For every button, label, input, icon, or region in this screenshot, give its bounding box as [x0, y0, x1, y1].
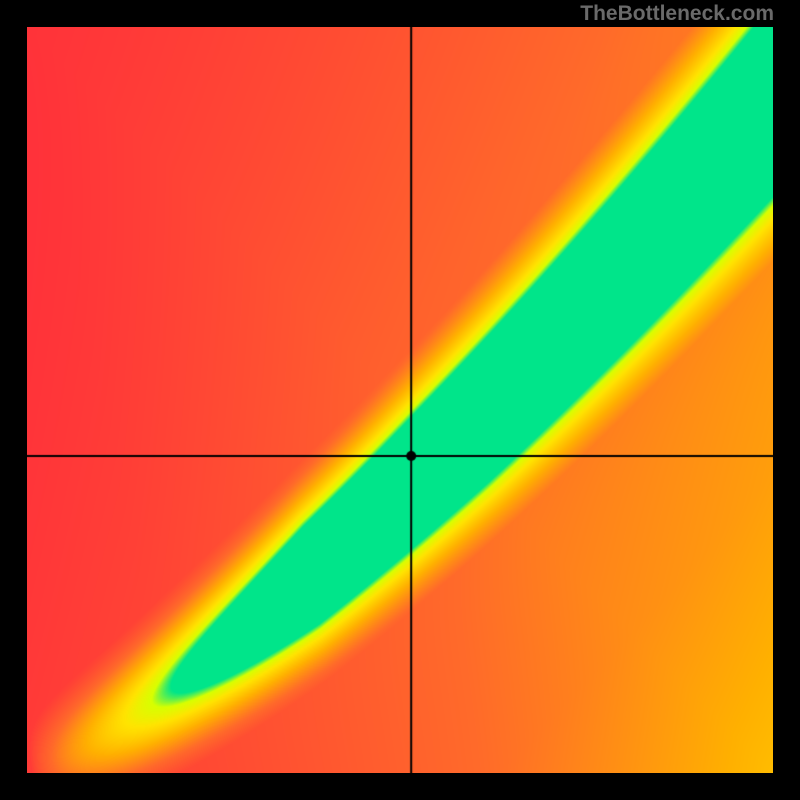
watermark-text: TheBottleneck.com: [580, 2, 774, 26]
heatmap-canvas: [27, 27, 773, 773]
chart-container: TheBottleneck.com: [0, 0, 800, 800]
heatmap-plot: [27, 27, 773, 773]
